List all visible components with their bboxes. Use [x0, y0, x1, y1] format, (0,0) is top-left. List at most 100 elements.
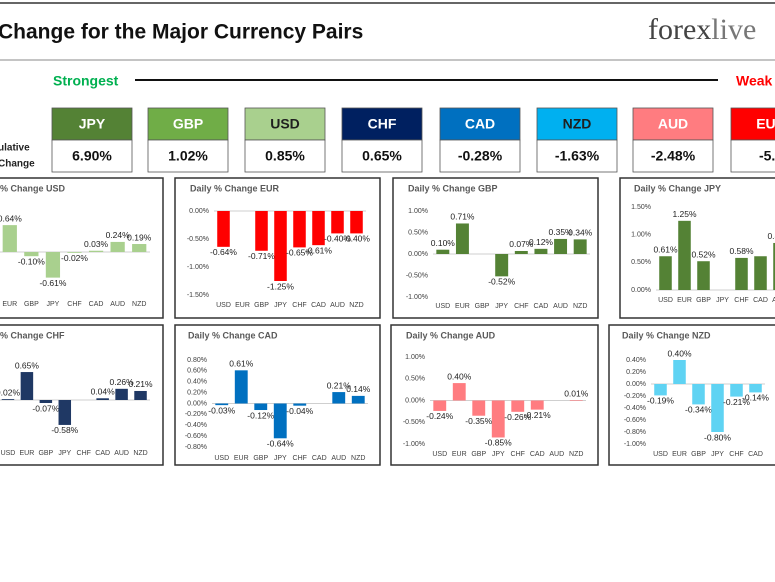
y-tick-label: -0.20%: [185, 411, 207, 418]
value-label: 0.64%: [0, 213, 22, 223]
x-tick-label: EUR: [2, 301, 17, 308]
x-tick-label: CHF: [77, 450, 91, 457]
currency-name: USD: [270, 116, 300, 132]
value-label: -1.25%: [267, 281, 294, 291]
x-tick-label: CHF: [67, 301, 81, 308]
y-tick-label: -0.50%: [403, 419, 425, 426]
x-tick-label: CHF: [514, 303, 528, 310]
value-label: -0.40%: [324, 234, 351, 244]
bar: [730, 384, 743, 397]
bar: [735, 257, 748, 290]
y-tick-label: -1.50%: [187, 292, 209, 299]
bar: [332, 392, 346, 404]
bar: [24, 252, 39, 257]
x-tick-label: GBP: [475, 303, 490, 310]
bar: [293, 403, 307, 406]
value-label: -0.64%: [267, 439, 294, 449]
x-tick-label: CAD: [748, 451, 763, 458]
value-label: 0.61%: [653, 244, 678, 254]
value-label: -0.19%: [647, 396, 674, 406]
bar: [234, 370, 248, 404]
chart-title: Daily % Change GBP: [408, 183, 498, 193]
x-tick-label: EUR: [672, 451, 687, 458]
x-tick-label: CAD: [89, 301, 104, 308]
x-tick-label: AUD: [331, 455, 346, 462]
bar: [132, 244, 147, 252]
x-tick-label: GBP: [253, 455, 268, 462]
x-tick-label: GBP: [696, 297, 711, 304]
value-label: 0.03%: [84, 239, 109, 249]
x-tick-label: CAD: [95, 450, 110, 457]
value-label: 0.04%: [91, 387, 116, 397]
bar: [20, 372, 34, 400]
y-tick-label: 0.00%: [626, 381, 646, 388]
bar: [96, 398, 109, 400]
currency-value-box: [244, 139, 326, 173]
chart-title: Daily % Change NZD: [622, 330, 711, 340]
currency-change: 1.02%: [168, 148, 208, 164]
value-label: 0.21%: [327, 380, 352, 390]
y-tick-label: -1.00%: [187, 264, 209, 271]
bar: [654, 384, 667, 396]
y-tick-label: 0.50%: [405, 376, 425, 383]
x-tick-label: EUR: [452, 451, 467, 458]
y-tick-label: -0.60%: [624, 417, 646, 424]
y-tick-label: 0.00%: [631, 287, 651, 294]
x-tick-label: CAD: [534, 303, 549, 310]
bar: [433, 400, 447, 411]
bar: [1, 399, 15, 400]
bar: [2, 225, 17, 252]
value-label: 0.24%: [106, 230, 131, 240]
chart-title: Daily % Change CAD: [188, 330, 278, 340]
y-tick-label: 0.50%: [408, 229, 428, 236]
cumulative-label: ulative: [0, 143, 30, 154]
x-tick-label: JPY: [716, 297, 729, 304]
bar: [215, 403, 229, 406]
bar: [514, 250, 528, 254]
weakest-label: Weak: [736, 73, 773, 89]
bar: [88, 250, 104, 252]
bar: [273, 403, 287, 439]
value-label: -0.14%: [742, 393, 769, 403]
y-tick-label: 0.50%: [631, 259, 651, 266]
page-title: Change for the Major Currency Pairs: [0, 21, 363, 44]
value-label: 0.26%: [110, 377, 135, 387]
y-tick-label: 0.20%: [187, 389, 207, 396]
y-tick-label: -0.80%: [185, 444, 207, 451]
bar: [673, 360, 686, 384]
y-tick-label: 1.00%: [408, 208, 428, 215]
currency-header: [147, 107, 229, 141]
currency-change: -1.63%: [555, 148, 600, 164]
y-tick-label: 0.40%: [626, 357, 646, 364]
strongest-label: Strongest: [53, 73, 119, 89]
logo: forexlive: [648, 13, 756, 46]
currency-value-box: [730, 139, 775, 173]
value-label: -0.21%: [524, 410, 551, 420]
bar: [274, 211, 287, 281]
x-tick-label: EUR: [234, 455, 249, 462]
bar: [697, 261, 710, 290]
value-label: -0.34%: [685, 405, 712, 415]
x-tick-label: AUD: [110, 301, 125, 308]
bar: [115, 388, 128, 400]
x-tick-label: USD: [435, 303, 450, 310]
value-label: -0.61%: [39, 278, 66, 288]
value-label: 0.01%: [564, 388, 589, 398]
bar: [749, 384, 762, 393]
currency-change: -5.0: [759, 148, 775, 164]
value-label: 0.10%: [431, 238, 456, 248]
value-label: 1.25%: [672, 209, 697, 219]
value-label: 0.35%: [549, 227, 574, 237]
y-tick-label: -1.00%: [403, 441, 425, 448]
value-label: 0.85%: [767, 231, 775, 241]
value-label: -0.24%: [426, 411, 453, 421]
bar: [293, 211, 306, 248]
x-tick-label: EUR: [235, 302, 250, 309]
logo-part: forex: [648, 13, 711, 46]
y-tick-label: 0.00%: [187, 400, 207, 407]
logo-part: live: [711, 13, 756, 46]
currency-change: 0.65%: [362, 148, 402, 164]
value-label: -0.26%: [504, 412, 531, 422]
bar: [472, 400, 486, 416]
